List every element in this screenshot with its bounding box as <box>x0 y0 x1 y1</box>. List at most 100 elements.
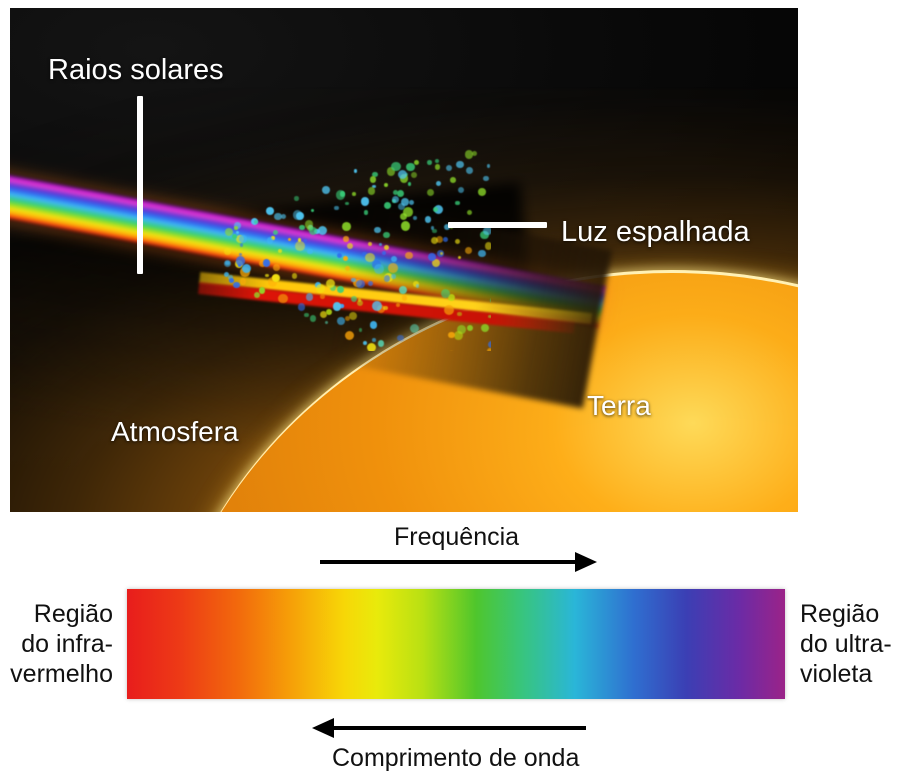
scatter-dot <box>233 281 240 288</box>
scatter-dot <box>443 223 451 231</box>
scatter-dot <box>344 316 351 322</box>
scatter-dot <box>410 172 417 178</box>
scatter-dot <box>454 238 461 244</box>
scatter-dot <box>407 181 412 186</box>
scatter-dot <box>344 330 354 340</box>
scatter-dot <box>278 248 283 254</box>
scatter-dot <box>344 265 351 272</box>
scatter-dot <box>353 168 358 173</box>
scatter-dot <box>304 312 309 318</box>
scatter-dot <box>382 251 387 256</box>
scatter-dot <box>292 210 302 220</box>
scatter-dot <box>273 264 280 271</box>
scatter-dot <box>356 300 364 307</box>
scatter-dot <box>304 220 314 230</box>
scatter-dot <box>488 315 491 319</box>
scatter-dot <box>258 287 266 294</box>
scatter-dot <box>447 294 455 302</box>
scatter-dot <box>224 228 233 237</box>
scatter-dot <box>383 275 391 282</box>
scatter-dot <box>238 252 242 256</box>
scatter-dot <box>326 279 336 289</box>
scatter-dot <box>465 247 473 255</box>
scatter-dot <box>297 238 302 242</box>
scatter-dot <box>433 204 444 214</box>
scatter-dot <box>254 220 259 224</box>
scatter-dot <box>329 284 337 291</box>
scatter-dot <box>457 255 461 259</box>
scatter-dot <box>484 242 491 250</box>
scatter-dot <box>334 205 340 211</box>
scatter-dot <box>439 252 443 256</box>
scatter-dot <box>413 215 418 220</box>
scatter-dot <box>398 285 408 295</box>
scatter-dot <box>307 248 313 255</box>
scatter-dot <box>266 237 274 244</box>
scatter-dot <box>466 324 473 331</box>
scatter-dot <box>392 189 398 195</box>
scatter-dot <box>339 304 344 309</box>
label-atmosphere: Atmosfera <box>111 416 239 447</box>
scatter-dot <box>366 342 377 351</box>
scatter-dot <box>318 225 328 235</box>
scattered-light-leader-line <box>448 222 547 228</box>
scatter-dot <box>384 244 390 250</box>
scatter-dot <box>430 226 435 230</box>
scatter-dot <box>239 278 247 285</box>
scatter-dot <box>377 340 385 347</box>
infrared-region-line-1: Região <box>33 600 113 628</box>
scatter-dot <box>384 201 392 209</box>
scatter-dot <box>238 263 242 267</box>
scatter-dot <box>299 224 305 231</box>
scatter-dot <box>486 164 490 168</box>
scatter-dot <box>434 164 441 170</box>
scatter-dot <box>362 251 367 256</box>
scatter-dot <box>405 251 413 260</box>
scatter-dot <box>478 249 487 258</box>
scatter-dot <box>482 175 489 182</box>
scatter-dot <box>303 238 308 243</box>
scatter-dot <box>363 210 369 215</box>
scatter-dot <box>454 330 463 340</box>
scatter-dot <box>457 311 462 317</box>
visible-spectrum-bar <box>127 589 785 699</box>
label-sun-rays: Raios solares <box>48 54 224 86</box>
atmosphere-scattering-photo: Raios solares Luz espalhada Atmosfera Te… <box>10 8 798 512</box>
scatter-dot <box>346 242 353 249</box>
infrared-region-label: Região do infra- vermelho <box>0 599 113 689</box>
scatter-dot <box>362 340 367 345</box>
scatter-dot <box>297 303 306 311</box>
scatter-dot <box>271 236 275 240</box>
scatter-dot <box>356 279 365 289</box>
scatter-dot <box>348 311 357 320</box>
scatter-dot <box>341 222 351 232</box>
scatter-dot <box>223 259 232 268</box>
scatter-dot <box>367 187 376 195</box>
scatter-dot <box>383 231 390 239</box>
scatter-dot <box>343 236 349 242</box>
scatter-dot <box>390 256 398 263</box>
scatter-dot <box>383 305 388 311</box>
scatter-dot <box>413 160 420 166</box>
ultraviolet-region-line-2: do ultra- <box>800 630 892 658</box>
scatter-dot <box>398 170 408 180</box>
scatter-dot <box>339 190 346 197</box>
scatter-dot <box>466 209 472 215</box>
scatter-dot <box>471 150 477 156</box>
scatter-dot <box>478 188 486 196</box>
label-scattered-light: Luz espalhada <box>561 216 750 248</box>
scatter-dot <box>345 202 349 206</box>
scatter-dot <box>397 203 405 211</box>
scatter-dot <box>234 222 241 229</box>
scatter-dot <box>358 328 363 332</box>
scatter-dot <box>466 166 474 174</box>
scattered-light-dots <box>223 149 491 351</box>
scatter-dot <box>372 338 376 342</box>
ultraviolet-region-line-3: violeta <box>800 660 873 688</box>
scatter-dot <box>367 241 373 247</box>
scatter-dot <box>442 237 448 243</box>
scatter-dot <box>241 263 251 273</box>
scatter-dot <box>316 284 326 294</box>
scatter-dot <box>322 185 330 194</box>
scatter-dot <box>432 228 437 234</box>
